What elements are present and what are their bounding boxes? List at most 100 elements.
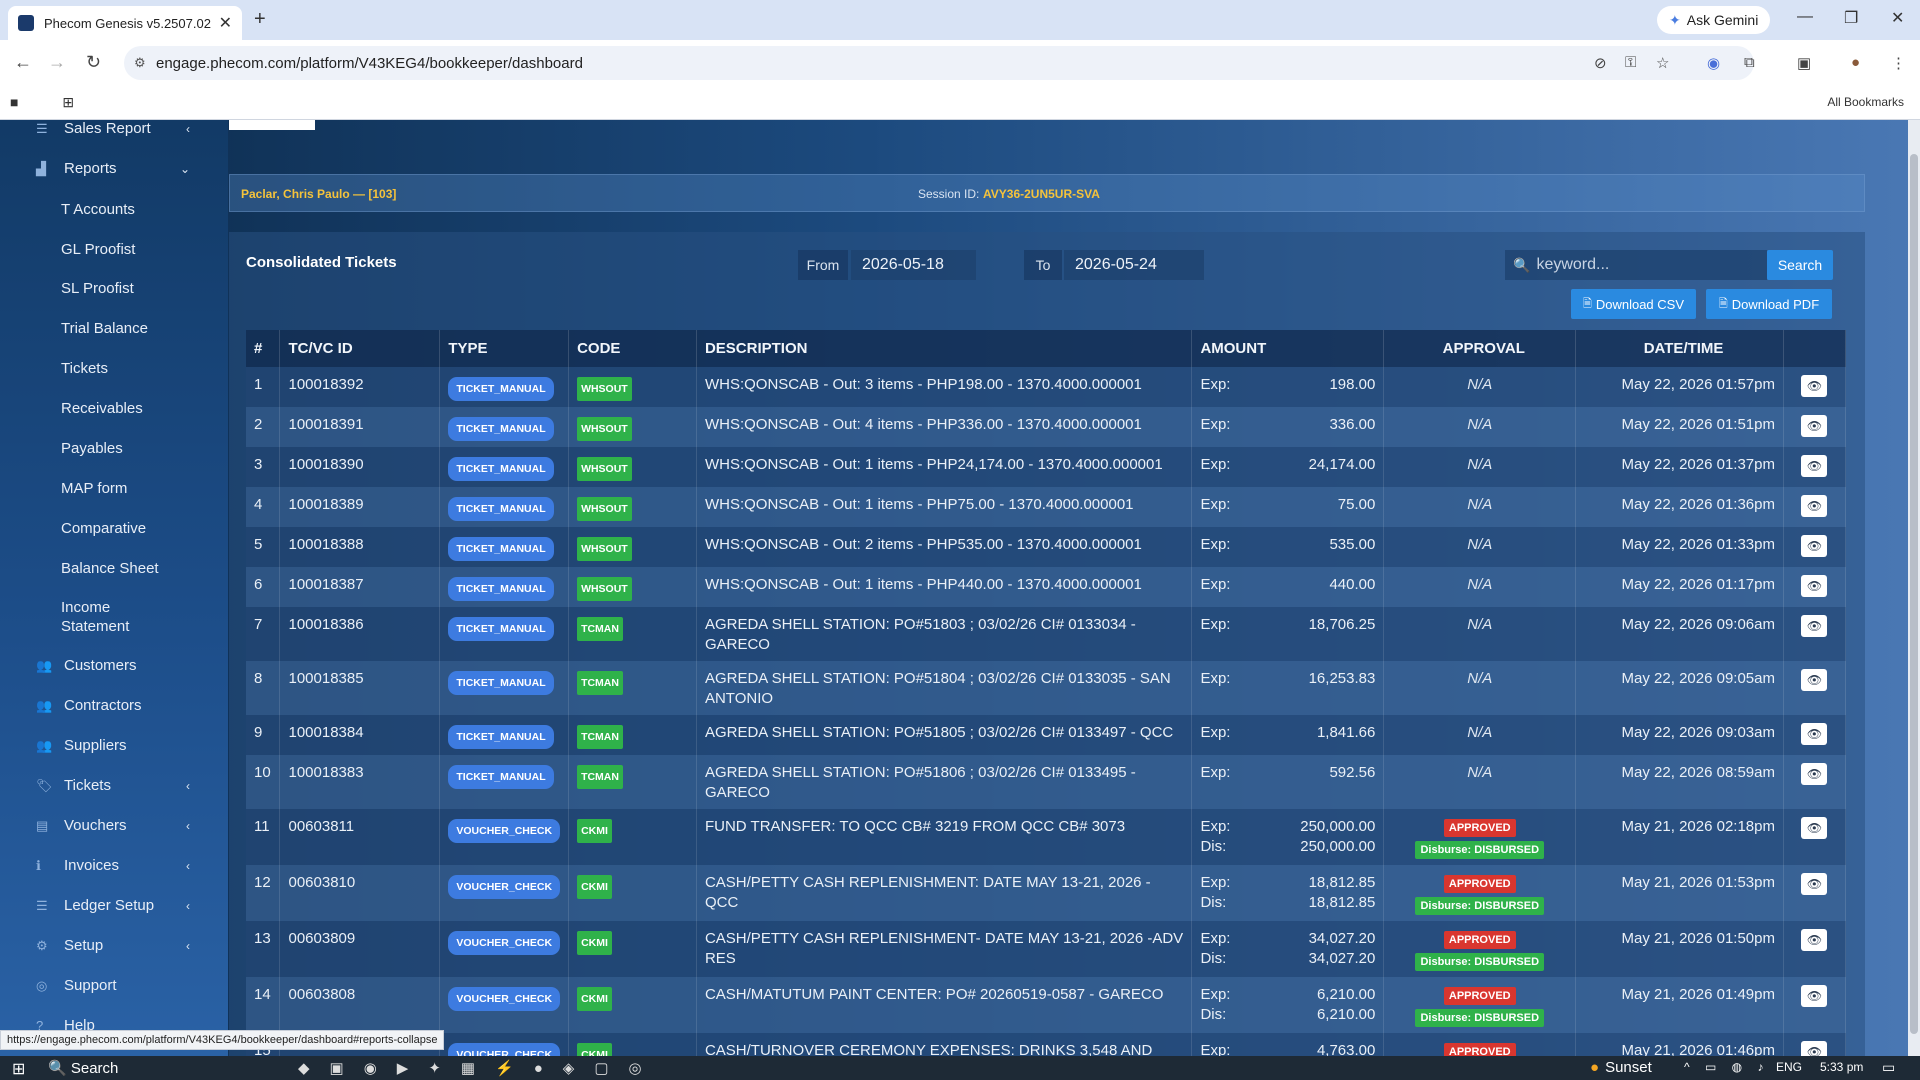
view-eye-icon[interactable]: 👁 — [1801, 495, 1828, 517]
back-icon[interactable]: ← — [14, 52, 32, 72]
sidebar-item-setup[interactable]: ⚙ Setup ‹ — [36, 937, 190, 954]
url-input[interactable]: ⚙ engage.phecom.com/platform/V43KEG4/boo… — [124, 46, 1754, 80]
sidebar-item-reports[interactable]: ▟ Reports ⌄ — [36, 160, 190, 177]
view-eye-icon[interactable]: 👁 — [1801, 415, 1828, 437]
sidebar-item-contractors[interactable]: 👥 Contractors — [36, 697, 186, 714]
table-row[interactable]: 5 100018388 TICKET_MANUAL WHSOUT WHS:QONSCAB… — [246, 527, 1847, 567]
download-csv-button[interactable]: 🗎 Download CSV — [1571, 289, 1696, 319]
sidebar-item-tickets[interactable]: 🏷 Tickets ‹ — [36, 777, 190, 794]
weather-widget[interactable]: ● Sunset — [1590, 1059, 1652, 1076]
site-info-icon[interactable]: ⚙ — [134, 55, 146, 70]
sidebar-item-help[interactable]: ? Help — [36, 1017, 186, 1034]
col-header-type[interactable]: TYPE — [439, 330, 570, 367]
col-header-approval[interactable]: APPROVAL — [1383, 330, 1577, 367]
sidebar-sub-balance-sheet[interactable]: Balance Sheet — [61, 560, 159, 577]
download-pdf-button[interactable]: 🗎 Download PDF — [1706, 289, 1832, 319]
view-eye-icon[interactable]: 👁 — [1801, 455, 1828, 477]
close-icon[interactable]: ✕ — [218, 15, 232, 32]
sidebar-sub-income-statement[interactable]: Income Statement — [61, 599, 130, 635]
ask-gemini-button[interactable]: ✦ Ask Gemini — [1657, 6, 1771, 34]
table-row[interactable]: 11 00603811 VOUCHER_CHECK CKMI FUND TRANSFER… — [246, 809, 1847, 865]
sidebar-sub-map-form[interactable]: MAP form — [61, 480, 128, 497]
from-date-input[interactable]: 2026-05-18 — [851, 250, 976, 280]
sidebar-item-invoices[interactable]: ℹ Invoices ‹ — [36, 857, 190, 874]
row-code: WHSOUT — [568, 527, 697, 567]
sidebar-sub-receivables[interactable]: Receivables — [61, 400, 143, 417]
restore-icon[interactable]: ❐ — [1844, 10, 1859, 27]
table-row[interactable]: 1 100018392 TICKET_MANUAL WHSOUT WHS:QONSCAB… — [246, 367, 1847, 407]
to-date-input[interactable]: 2026-05-24 — [1064, 250, 1204, 280]
sidebar-sub-payables[interactable]: Payables — [61, 440, 123, 457]
sidebar-sub-comparative[interactable]: Comparative — [61, 520, 147, 537]
reload-icon[interactable]: ↻ — [86, 52, 102, 72]
col-header-amount[interactable]: AMOUNT — [1191, 330, 1385, 367]
search-input[interactable]: 🔍 keyword... — [1505, 250, 1767, 280]
page-scrollbar[interactable] — [1908, 120, 1920, 1056]
sidebar-item-support[interactable]: ◎ Support — [36, 977, 186, 994]
window-close-icon[interactable]: ✕ — [1891, 10, 1905, 27]
view-eye-icon[interactable]: 👁 — [1801, 615, 1828, 637]
scrollbar-thumb[interactable] — [1910, 154, 1918, 1034]
col-header-code[interactable]: CODE — [568, 330, 697, 367]
view-eye-icon[interactable]: 👁 — [1801, 375, 1828, 397]
notification-icon[interactable]: ▭ — [1882, 1059, 1896, 1075]
col-header-number[interactable]: # — [246, 330, 281, 367]
sidebar-sub-trial-balance[interactable]: Trial Balance — [61, 320, 148, 337]
view-eye-icon[interactable]: 👁 — [1801, 985, 1828, 1007]
table-row[interactable]: 6 100018387 TICKET_MANUAL WHSOUT WHS:QONSCAB… — [246, 567, 1847, 607]
table-row[interactable]: 9 100018384 TICKET_MANUAL TCMAN AGREDA SHELL… — [246, 715, 1847, 755]
puzzle-icon[interactable]: ⧉ — [1744, 54, 1755, 71]
col-header-id[interactable]: TC/VC ID — [279, 330, 441, 367]
table-row[interactable]: 3 100018390 TICKET_MANUAL WHSOUT WHS:QONSCAB… — [246, 447, 1847, 487]
clock[interactable]: 5:33 pm — [1820, 1060, 1864, 1074]
key-icon[interactable]: ⚿ — [1625, 54, 1637, 71]
sidebar-sub-sl-proofist[interactable]: SL Proofist — [61, 280, 134, 297]
sidebar-sub-gl-proofist[interactable]: GL Proofist — [61, 241, 136, 258]
sidebar-item-suppliers[interactable]: 👥 Suppliers — [36, 737, 186, 754]
view-eye-icon[interactable]: 👁 — [1801, 669, 1828, 691]
table-row[interactable]: 12 00603810 VOUCHER_CHECK CKMI CASH/PETTY CA… — [246, 865, 1847, 921]
minimize-icon[interactable]: — — [1797, 8, 1813, 25]
table-row[interactable]: 13 00603809 VOUCHER_CHECK CKMI CASH/PETTY CA… — [246, 921, 1847, 977]
sidebar-item-vouchers[interactable]: ▤ Vouchers ‹ — [36, 817, 190, 834]
table-row[interactable]: 10 100018383 TICKET_MANUAL TCMAN AGREDA SHEL… — [246, 755, 1847, 809]
windows-start-icon[interactable]: ⊞ — [12, 1061, 26, 1078]
search-button[interactable]: Search — [1767, 250, 1833, 280]
view-eye-icon[interactable]: 👁 — [1801, 535, 1828, 557]
browser-tab[interactable]: Phecom Genesis v5.2507.02 ✕ — [8, 6, 242, 40]
view-eye-icon[interactable]: 👁 — [1801, 929, 1828, 951]
sidepanel-icon[interactable]: ▣ — [1797, 55, 1812, 72]
table-row[interactable]: 4 100018389 TICKET_MANUAL WHSOUT WHS:QONSCAB… — [246, 487, 1847, 527]
forward-icon[interactable]: → — [48, 52, 66, 72]
camera-off-icon[interactable]: ⊘ — [1594, 55, 1607, 72]
language-indicator[interactable]: ENG — [1776, 1060, 1803, 1074]
view-eye-icon[interactable]: 👁 — [1801, 1041, 1828, 1056]
sidebar-item-customers[interactable]: 👥 Customers — [36, 657, 186, 674]
sidebar-item-ledger-setup[interactable]: ☰ Ledger Setup ‹ — [36, 897, 190, 914]
sidebar-sub-tickets[interactable]: Tickets — [61, 360, 108, 377]
avatar[interactable]: ● — [1851, 54, 1861, 71]
table-row[interactable]: 2 100018391 TICKET_MANUAL WHSOUT WHS:QONSCAB… — [246, 407, 1847, 447]
view-eye-icon[interactable]: 👁 — [1801, 817, 1828, 839]
taskbar-app-icons[interactable]: ◆▣◉▶✦▦⚡●◈▢◎ — [298, 1060, 662, 1077]
view-eye-icon[interactable]: 👁 — [1801, 763, 1828, 785]
table-row[interactable]: 8 100018385 TICKET_MANUAL TCMAN AGREDA SHELL… — [246, 661, 1847, 715]
taskbar-search[interactable]: 🔍 Search — [48, 1060, 119, 1077]
view-eye-icon[interactable]: 👁 — [1801, 873, 1828, 895]
view-eye-icon[interactable]: 👁 — [1801, 723, 1828, 745]
all-bookmarks-link[interactable]: All Bookmarks — [1827, 95, 1904, 109]
new-tab-icon[interactable]: + — [254, 8, 266, 30]
col-header-description[interactable]: DESCRIPTION — [696, 330, 1193, 367]
menu-icon[interactable]: ⋮ — [1891, 55, 1906, 72]
table-row[interactable]: 7 100018386 TICKET_MANUAL TCMAN AGREDA SHELL… — [246, 607, 1847, 661]
system-tray-icons[interactable]: ^ ▭ ◍ ♪ — [1684, 1060, 1770, 1074]
extension-icon[interactable]: ◉ — [1707, 55, 1721, 72]
sidebar-item-sales-report[interactable]: ☰ Sales Report ‹ — [36, 120, 190, 137]
bookmark-star-icon[interactable]: ☆ — [1656, 55, 1670, 72]
apps-icon[interactable]: ■ ⊞ — [10, 94, 95, 110]
sidebar-sub-t-accounts[interactable]: T Accounts — [61, 201, 135, 218]
view-eye-icon[interactable]: 👁 — [1801, 575, 1828, 597]
col-header-datetime[interactable]: DATE/TIME — [1575, 330, 1784, 367]
table-row[interactable]: 14 00603808 VOUCHER_CHECK CKMI CASH/MATUTUM … — [246, 977, 1847, 1033]
